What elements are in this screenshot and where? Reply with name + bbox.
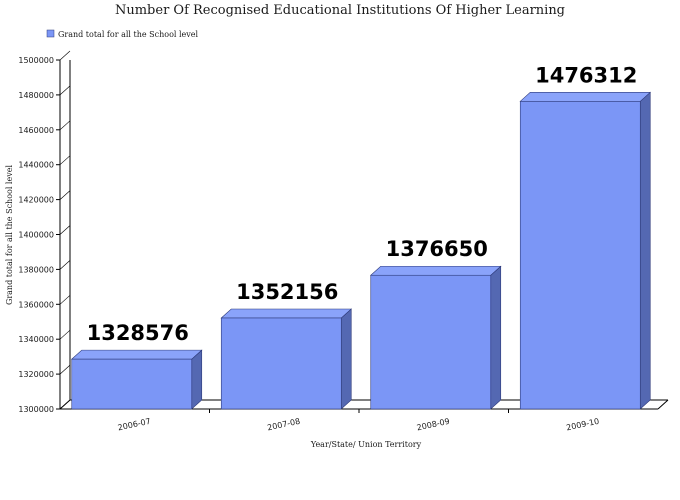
data-label: 1328576 bbox=[87, 321, 189, 345]
y-tick-label: 1300000 bbox=[18, 405, 54, 414]
y-tick-perspective bbox=[59, 190, 71, 200]
bar-top bbox=[70, 349, 203, 360]
y-tick-label: 1500000 bbox=[18, 56, 54, 65]
bar-side bbox=[639, 91, 651, 410]
legend: Grand total for all the School level bbox=[46, 29, 199, 39]
bar-front bbox=[370, 274, 492, 410]
y-tick-perspective bbox=[59, 50, 71, 61]
x-tick-label: 2006-07 bbox=[117, 417, 152, 433]
y-tick-perspective bbox=[59, 260, 71, 270]
y-tick-label: 1320000 bbox=[18, 370, 54, 379]
x-axis-label: Year/State/ Union Territory bbox=[310, 440, 422, 449]
bar-front bbox=[519, 101, 641, 410]
y-tick-perspective bbox=[59, 295, 71, 305]
y-tick-label: 1460000 bbox=[18, 126, 54, 135]
y-tick-perspective bbox=[59, 364, 71, 375]
bar-side bbox=[191, 349, 203, 410]
y-axis-ticks: 1300000 1320000 1340000 1360000 1380000 14000… bbox=[18, 50, 71, 414]
x-tick-label: 2008-09 bbox=[416, 417, 451, 433]
y-tick-perspective bbox=[59, 85, 71, 96]
y-tick-label: 1440000 bbox=[18, 161, 54, 170]
bar-side bbox=[340, 308, 352, 410]
data-label: 1352156 bbox=[236, 280, 338, 304]
y-tick-label: 1400000 bbox=[18, 231, 54, 240]
y-tick-perspective bbox=[59, 120, 71, 131]
bar-side bbox=[490, 265, 502, 410]
y-tick-perspective bbox=[59, 329, 71, 340]
bar-top bbox=[369, 265, 502, 276]
bar-front bbox=[71, 358, 193, 410]
bar-top bbox=[220, 308, 353, 319]
y-tick-label: 1380000 bbox=[18, 265, 54, 274]
y-tick-label: 1360000 bbox=[18, 300, 54, 309]
data-label: 1376650 bbox=[386, 237, 488, 261]
bar: 1328576 bbox=[70, 321, 203, 410]
bar-front bbox=[220, 317, 342, 410]
y-tick-label: 1420000 bbox=[18, 196, 54, 205]
y-tick-perspective bbox=[59, 225, 71, 235]
bar: 1376650 bbox=[369, 237, 502, 410]
bar: 1352156 bbox=[220, 280, 353, 410]
y-tick-label: 1480000 bbox=[18, 91, 54, 100]
bars: 1328576 1352156 1376650 1476312 bbox=[70, 63, 652, 410]
x-tick-label: 2007-08 bbox=[266, 417, 301, 433]
legend-swatch bbox=[46, 29, 55, 38]
y-tick-perspective bbox=[59, 399, 71, 410]
chart-title: Number Of Recognised Educational Institu… bbox=[115, 3, 565, 18]
x-axis-ticks: 2006-07 2007-08 2008-09 2009-10 bbox=[117, 409, 600, 432]
bar-top bbox=[519, 92, 652, 102]
bar: 1476312 bbox=[519, 63, 652, 410]
y-axis-label: Grand total for all the School level bbox=[5, 165, 14, 306]
x-tick-label: 2009-10 bbox=[565, 417, 600, 433]
y-tick-label: 1340000 bbox=[18, 335, 54, 344]
floor-right-edge bbox=[657, 399, 669, 410]
legend-label: Grand total for all the School level bbox=[58, 30, 199, 39]
y-tick-perspective bbox=[59, 155, 71, 165]
data-label: 1476312 bbox=[535, 63, 637, 87]
